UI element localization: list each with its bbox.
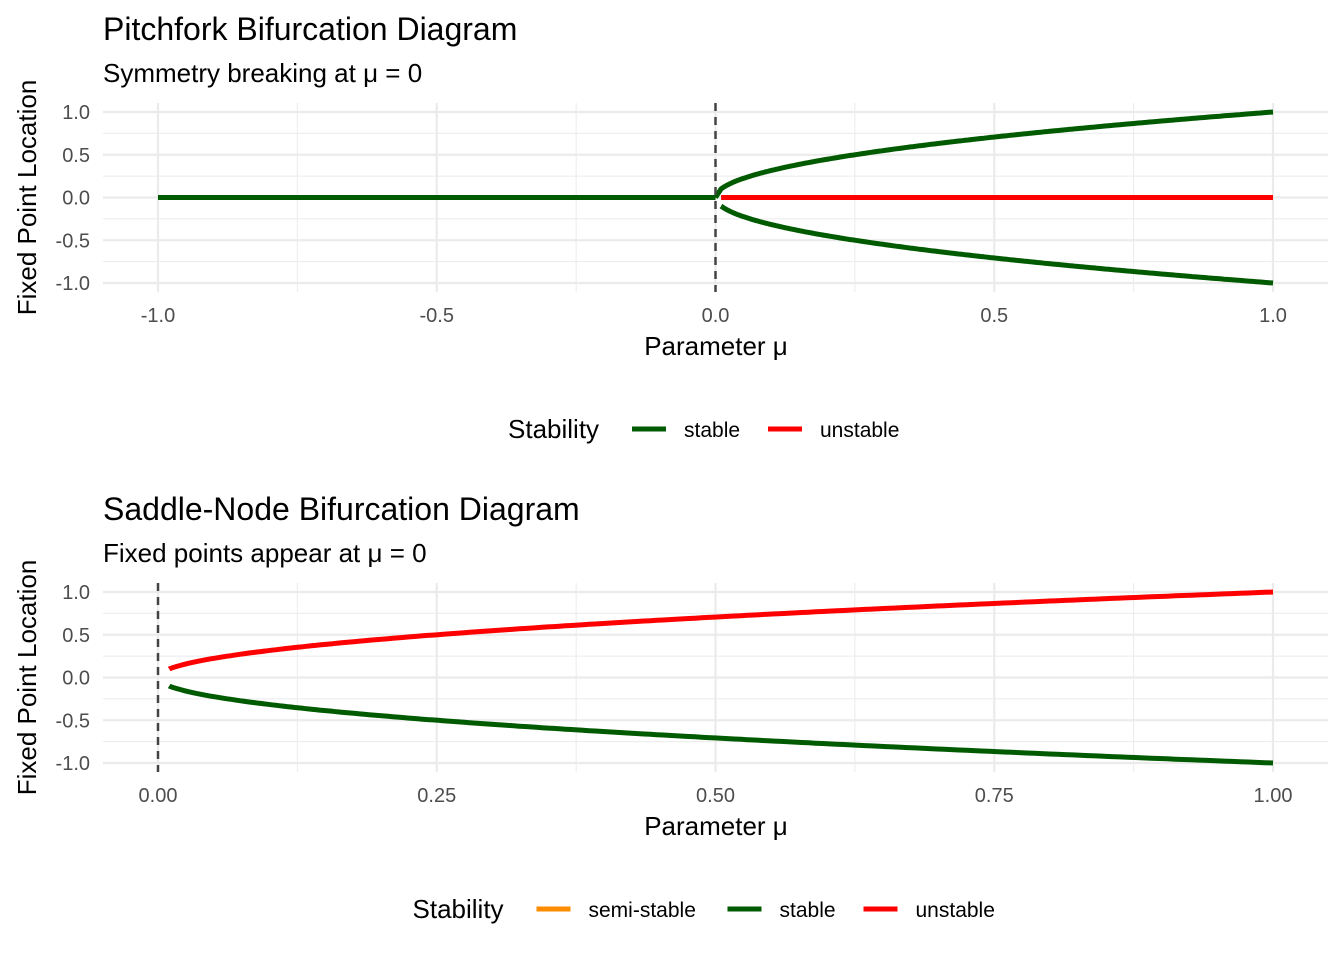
- x-tick-label: 1.00: [1254, 785, 1293, 807]
- x-tick-label: 1.0: [1259, 305, 1287, 327]
- y-tick-label: 1.0: [62, 102, 90, 124]
- chart-title: Pitchfork Bifurcation Diagram: [103, 11, 517, 47]
- x-tick-label: 0.5: [980, 305, 1008, 327]
- legend-label: stable: [780, 899, 836, 922]
- legend-title: Stability: [508, 414, 599, 444]
- y-tick-label: 0.5: [62, 625, 90, 647]
- legend: Stability stable unstable: [508, 414, 899, 444]
- y-tick-label: -0.5: [56, 230, 90, 252]
- x-axis-label: Parameter μ: [644, 331, 788, 361]
- y-tick-label: 0.0: [62, 668, 90, 690]
- y-tick-label: -0.5: [56, 710, 90, 732]
- legend-label: semi-stable: [589, 899, 696, 922]
- x-tick-label: 0.25: [417, 785, 456, 807]
- x-tick-label: -1.0: [141, 305, 175, 327]
- legend: Stability semi-stable stable unstable: [413, 894, 995, 924]
- chart-subtitle: Fixed points appear at μ = 0: [103, 538, 427, 568]
- chart-panel-1: Saddle-Node Bifurcation Diagram Fixed poi…: [12, 491, 1328, 924]
- y-axis-label: Fixed Point Location: [12, 560, 42, 796]
- x-tick-label: 0.00: [139, 785, 178, 807]
- legend-label: unstable: [820, 419, 899, 442]
- y-tick-label: 1.0: [62, 582, 90, 604]
- x-axis-label: Parameter μ: [644, 811, 788, 841]
- y-axis-label: Fixed Point Location: [12, 80, 42, 316]
- y-tick-label: -1.0: [56, 273, 90, 295]
- y-tick-label: -1.0: [56, 753, 90, 775]
- legend-label: stable: [684, 419, 740, 442]
- x-tick-label: 0.75: [975, 785, 1014, 807]
- x-tick-label: -0.5: [420, 305, 454, 327]
- chart-subtitle: Symmetry breaking at μ = 0: [103, 58, 422, 88]
- y-tick-label: 0.0: [62, 188, 90, 210]
- series-line-stable: [718, 203, 1274, 286]
- x-tick-label: 0.50: [696, 785, 735, 807]
- series-line-unstable: [167, 589, 1274, 672]
- y-tick-label: 0.5: [62, 145, 90, 167]
- chart-panel-0: Pitchfork Bifurcation Diagram Symmetry br…: [12, 11, 1328, 444]
- x-tick-label: 0.0: [702, 305, 730, 327]
- chart-title: Saddle-Node Bifurcation Diagram: [103, 491, 580, 527]
- series-line-stable: [167, 683, 1274, 766]
- series-line-stable: [713, 109, 1274, 199]
- legend-label: unstable: [916, 899, 995, 922]
- legend-title: Stability: [413, 894, 504, 924]
